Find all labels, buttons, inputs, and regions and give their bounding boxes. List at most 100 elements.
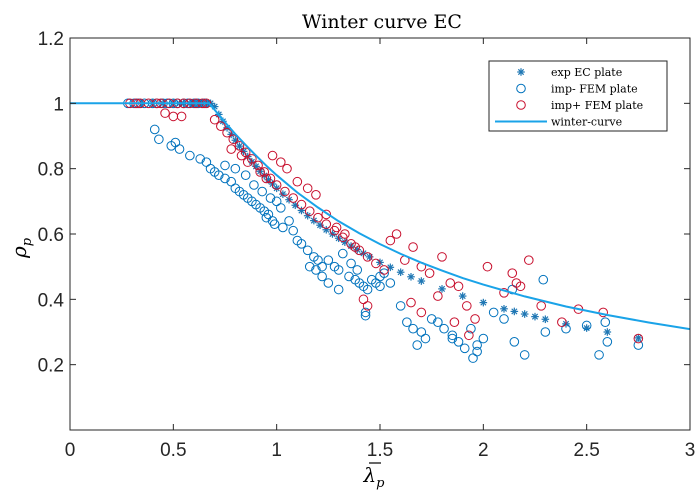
data-point xyxy=(311,265,321,275)
data-point xyxy=(402,317,412,328)
data-point xyxy=(195,154,205,164)
data-point xyxy=(220,160,230,171)
data-point xyxy=(500,305,508,313)
legend-label: winter-curve xyxy=(551,116,622,129)
data-point xyxy=(329,225,340,236)
data-point xyxy=(321,219,332,229)
legend-circle-swatch xyxy=(516,100,526,110)
data-point xyxy=(296,199,307,210)
data-point xyxy=(633,333,644,344)
data-point xyxy=(333,284,344,295)
x-tick-label: 0 xyxy=(65,440,76,461)
svg-text:ρp: ρp xyxy=(7,237,35,259)
data-point xyxy=(267,150,278,161)
data-point xyxy=(408,323,418,334)
data-point xyxy=(541,315,550,324)
data-point xyxy=(447,333,458,344)
data-point xyxy=(395,301,406,311)
data-point xyxy=(458,292,467,300)
y-tick-label: 1 xyxy=(53,94,64,115)
data-point xyxy=(344,271,354,282)
data-point xyxy=(360,310,371,321)
winter-curve-line xyxy=(70,102,690,331)
y-tick-label: 0.8 xyxy=(38,160,64,181)
data-point xyxy=(226,144,236,154)
data-point xyxy=(396,268,405,277)
y-tick-label: 0.2 xyxy=(38,356,64,377)
x-tick-label: 1 xyxy=(271,440,282,461)
data-point xyxy=(261,212,272,223)
data-point xyxy=(385,278,396,288)
data-point xyxy=(340,229,350,239)
data-point xyxy=(176,111,187,122)
data-point xyxy=(302,183,313,194)
data-point xyxy=(445,278,456,288)
data-point xyxy=(154,134,164,145)
data-point xyxy=(317,271,327,282)
data-point xyxy=(509,337,520,347)
data-point xyxy=(222,127,232,138)
data-point xyxy=(220,173,230,184)
data-point xyxy=(453,337,464,347)
data-point xyxy=(240,170,251,180)
legend-item: imp- FEM plate xyxy=(516,83,638,96)
data-point xyxy=(466,323,476,334)
data-point xyxy=(420,333,431,344)
data-point xyxy=(338,248,348,259)
data-point xyxy=(499,288,509,298)
data-point xyxy=(304,206,315,216)
x-axis-label-symbol: λ xyxy=(362,463,376,487)
data-point xyxy=(350,242,361,252)
x-tick-label: 0.5 xyxy=(160,440,186,461)
data-point xyxy=(459,343,470,354)
data-point xyxy=(311,190,321,200)
data-point xyxy=(582,324,591,332)
data-point xyxy=(472,346,482,357)
data-point xyxy=(408,242,418,252)
data-point xyxy=(472,340,482,350)
data-point xyxy=(228,134,239,145)
data-point xyxy=(424,268,435,279)
data-point xyxy=(253,160,263,171)
data-point xyxy=(470,314,480,324)
legend-item: imp+ FEM plate xyxy=(516,99,643,112)
data-point xyxy=(520,310,529,318)
data-point xyxy=(391,229,402,239)
data-point xyxy=(557,317,567,328)
x-tick-label: 2.5 xyxy=(573,440,599,461)
data-point xyxy=(214,170,224,180)
data-point xyxy=(292,176,303,187)
legend-item: winter-curve xyxy=(495,116,622,129)
legend-label: imp- FEM plate xyxy=(551,83,638,96)
x-tick-label: 2 xyxy=(478,440,489,461)
data-point xyxy=(331,222,342,233)
data-point xyxy=(282,163,292,174)
data-point xyxy=(269,219,280,229)
data-point xyxy=(538,274,549,285)
x-tick-label: 3 xyxy=(685,440,696,461)
y-tick-label: 0.6 xyxy=(38,225,64,246)
svg-text:λp: λp xyxy=(362,463,385,491)
data-point xyxy=(296,239,307,249)
data-point xyxy=(375,281,385,292)
data-point xyxy=(235,142,244,150)
data-point xyxy=(323,278,334,288)
data-point xyxy=(634,334,643,342)
data-point xyxy=(261,173,272,184)
chart-title: Winter curve EC xyxy=(302,11,462,33)
legend-box xyxy=(488,60,668,132)
data-point xyxy=(462,301,472,311)
data-point xyxy=(478,333,489,344)
data-point xyxy=(507,268,518,279)
data-point xyxy=(488,307,499,318)
data-point xyxy=(524,255,534,265)
data-point xyxy=(438,285,446,293)
data-point xyxy=(338,232,348,243)
axes: 0 0.5 1 1.5 2 2.5 3 0.2 0.4 0.6 0.8 1 1.2 xyxy=(38,29,696,461)
series-winter-curve xyxy=(70,102,690,331)
data-point xyxy=(230,163,241,174)
data-point xyxy=(323,255,334,265)
data-point xyxy=(417,277,426,285)
data-point xyxy=(267,216,278,226)
legend: exp EC plate imp- FEM plate imp+ FEM plate… xyxy=(488,60,668,132)
